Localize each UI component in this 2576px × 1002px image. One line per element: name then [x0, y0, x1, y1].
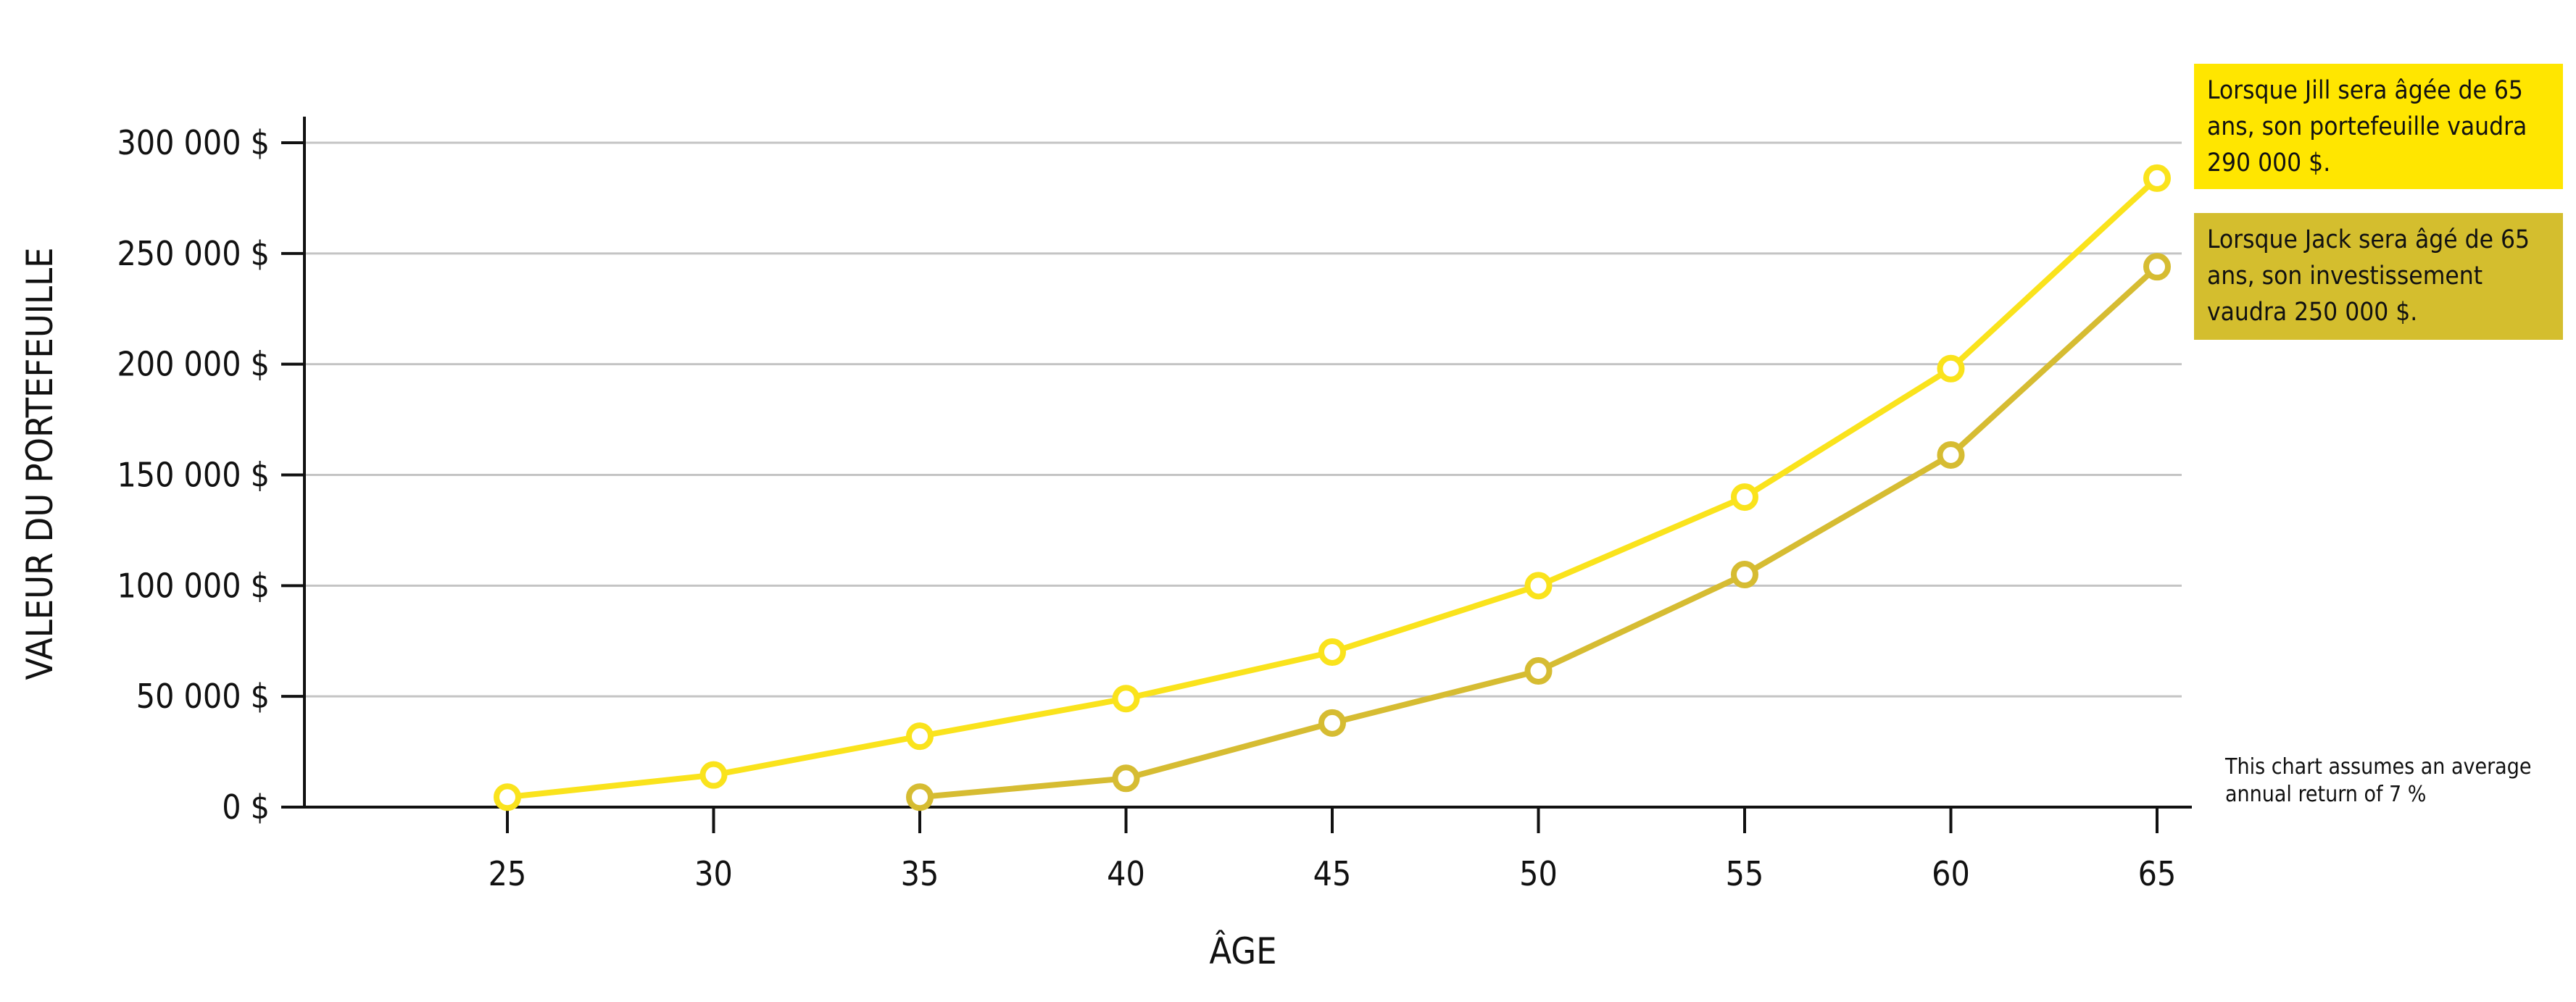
data-point-jack [1112, 764, 1140, 793]
y-tick-label: 250 000 $ [117, 234, 270, 273]
x-tick-label: 25 [489, 854, 527, 893]
y-tick-label: 50 000 $ [136, 677, 270, 716]
y-ticks: 0 $ 50 000 $ 100 000 $ 150 000 $ 200 000 $ 25… [117, 123, 304, 827]
y-tick-label: 150 000 $ [117, 456, 270, 495]
y-tick-label: 200 000 $ [117, 345, 270, 384]
data-point-jack [1731, 561, 1758, 589]
y-tick-label: 0 $ [222, 788, 270, 827]
x-ticks: 25 30 35 40 45 50 55 60 65 [489, 807, 2177, 893]
data-point-jill [1112, 685, 1140, 713]
data-point-jill [1937, 354, 1965, 383]
x-tick-label: 45 [1313, 854, 1352, 893]
x-tick-label: 30 [694, 854, 733, 893]
data-point-jack [1524, 657, 1553, 685]
jill-annotation: Lorsque Jill sera âgée de 65 ans, son po… [2194, 64, 2563, 189]
series-jill [494, 164, 2171, 811]
data-point-jill [906, 722, 934, 751]
jack-annotation: Lorsque Jack sera âgé de 65 ans, son inv… [2194, 213, 2563, 340]
chart-footnote: This chart assumes an average annual ret… [2225, 754, 2532, 807]
data-point-jill [494, 783, 521, 811]
series-jack [906, 253, 2171, 811]
data-point-jill [699, 761, 728, 789]
series-line-jill [507, 175, 2159, 801]
data-point-jack [1318, 709, 1346, 737]
data-point-jack [1937, 441, 1965, 469]
y-axis-title: VALEUR DU PORTEFEUILLE [19, 247, 61, 680]
x-tick-label: 50 [1519, 854, 1558, 893]
data-point-jill [1318, 638, 1346, 667]
x-tick-label: 35 [901, 854, 939, 893]
data-point-jill [1524, 572, 1553, 600]
x-tick-label: 40 [1107, 854, 1145, 893]
y-tick-label: 100 000 $ [117, 566, 270, 605]
data-point-jack [906, 783, 934, 811]
data-point-jill [1731, 483, 1758, 512]
series-layer [494, 164, 2171, 811]
axes [281, 117, 2192, 809]
x-tick-label: 65 [2138, 854, 2177, 893]
data-point-jill [2143, 164, 2171, 192]
y-tick-label: 300 000 $ [117, 123, 270, 162]
data-point-jack [2143, 253, 2171, 281]
x-tick-label: 60 [1932, 854, 1970, 893]
gridlines [304, 141, 2182, 698]
x-tick-label: 55 [1726, 854, 1764, 893]
x-axis-title: ÂGE [1209, 930, 1276, 972]
